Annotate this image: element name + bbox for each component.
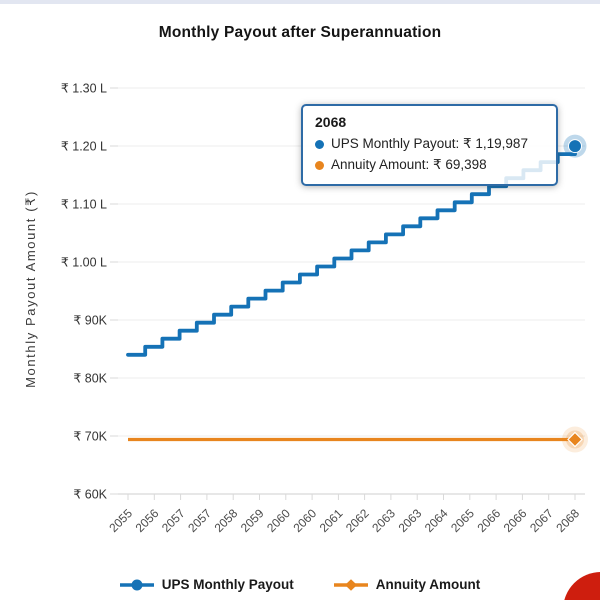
ups-series-dot-icon — [315, 139, 324, 149]
x-tick-label: 2068 — [553, 506, 582, 535]
ups-legend-marker-icon — [119, 579, 154, 590]
x-tick-label: 2055 — [106, 506, 135, 535]
annuity-end-marker-diamond[interactable] — [567, 431, 583, 448]
x-tick-label: 2063 — [396, 506, 425, 535]
x-tick-label: 2060 — [264, 506, 293, 535]
x-tick-label: 2056 — [133, 506, 162, 535]
x-tick-label: 2062 — [343, 506, 372, 535]
x-tick-label: 2066 — [474, 506, 503, 535]
y-tick-label: ₹ 90K — [73, 314, 107, 328]
x-tick-label: 2057 — [185, 506, 214, 535]
legend-item-ups[interactable]: UPS Monthly Payout — [119, 577, 294, 592]
x-tick-label: 2058 — [212, 506, 241, 535]
x-tick-label: 2060 — [290, 506, 319, 535]
chart-legend: UPS Monthly Payout Annuity Amount — [0, 577, 600, 592]
x-tick-label: 2057 — [159, 506, 188, 535]
x-tick-label: 2064 — [422, 506, 451, 535]
ups-end-marker-circle[interactable] — [568, 139, 582, 154]
y-tick-label: ₹ 60K — [73, 488, 107, 502]
chart-tooltip: 2068 UPS Monthly Payout: ₹ 1,19,987 Annu… — [301, 104, 558, 186]
y-tick-label: ₹ 1.30 L — [61, 82, 107, 96]
x-tick-label: 2063 — [369, 506, 398, 535]
annuity-legend-marker-icon — [333, 578, 368, 591]
legend-item-annuity[interactable]: Annuity Amount — [333, 577, 481, 592]
tooltip-row-annuity: Annuity Amount: ₹ 69,398 — [315, 155, 544, 176]
y-tick-label: ₹ 70K — [73, 430, 107, 444]
x-tick-label: 2059 — [238, 506, 267, 535]
x-tick-label: 2065 — [448, 506, 477, 535]
legend-circle-icon — [131, 579, 143, 590]
tooltip-year: 2068 — [315, 114, 347, 130]
legend-label-ups: UPS Monthly Payout — [161, 577, 294, 592]
x-tick-label: 2066 — [501, 506, 530, 535]
x-tick-label: 2067 — [527, 506, 556, 535]
tooltip-annuity-text: Annuity Amount: ₹ 69,398 — [331, 156, 487, 172]
tooltip-ups-text: UPS Monthly Payout: ₹ 1,19,987 — [331, 136, 528, 151]
chart-title: Monthly Payout after Superannuation — [158, 24, 442, 41]
y-tick-label: ₹ 1.20 L — [61, 140, 107, 154]
y-tick-label: ₹ 1.00 L — [61, 256, 107, 270]
y-tick-label: ₹ 80K — [73, 372, 107, 386]
top-edge-band — [0, 0, 600, 4]
legend-label-annuity: Annuity Amount — [375, 577, 481, 592]
legend-diamond-icon — [344, 578, 357, 591]
tooltip-row-ups: UPS Monthly Payout: ₹ 1,19,987 — [315, 134, 544, 155]
x-tick-label: 2061 — [317, 506, 346, 535]
annuity-series-dot-icon — [315, 160, 324, 170]
y-tick-label: ₹ 1.10 L — [61, 198, 107, 212]
